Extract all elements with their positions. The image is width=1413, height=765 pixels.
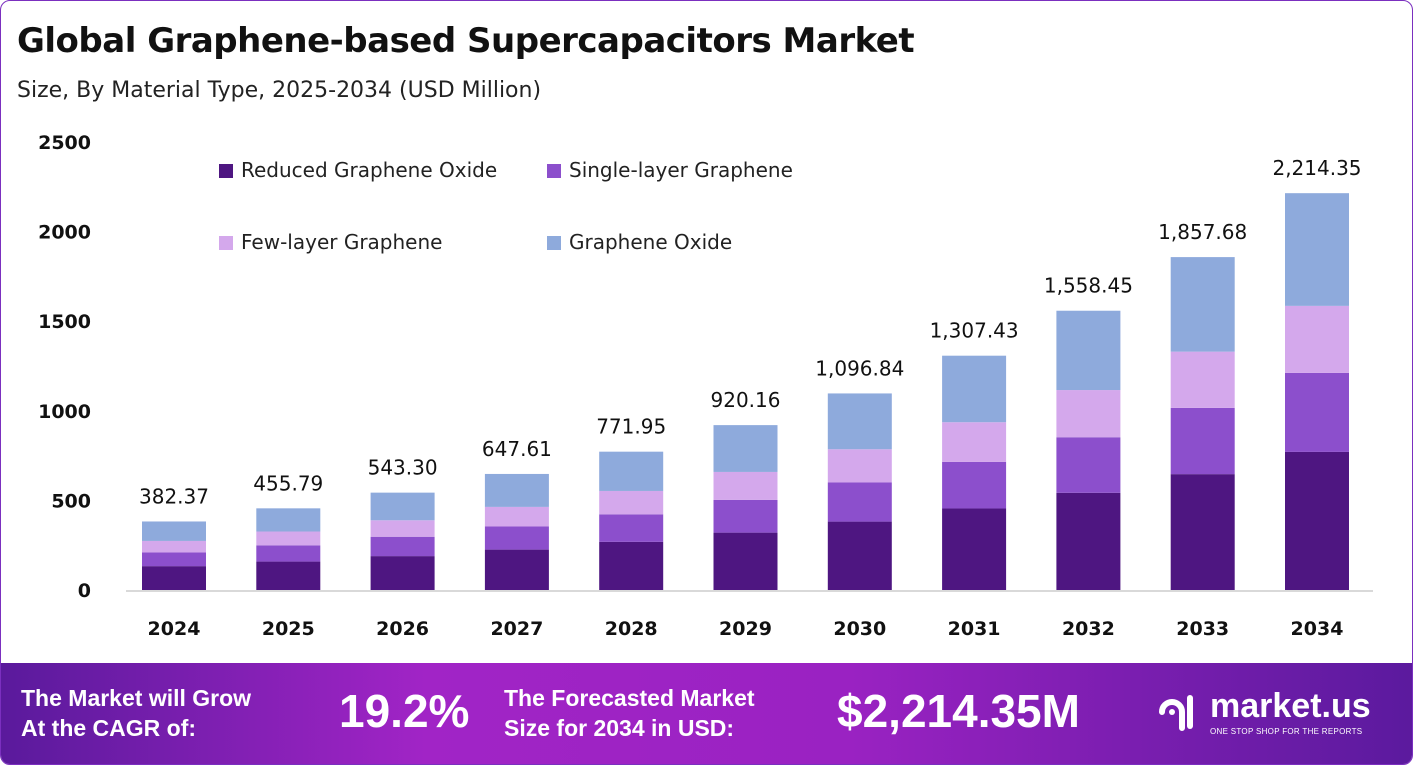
bar-segment-reduced-graphene-oxide-2032 — [1056, 492, 1121, 590]
chart-title: Global Graphene-based Supercapacitors Ma… — [17, 21, 915, 61]
forecast-label: The Forecasted Market Size for 2034 in U… — [504, 685, 755, 741]
bar-segment-graphene-oxide-2027 — [484, 473, 549, 507]
market-us-logo: market.us ONE STOP SHOP FOR THE REPORTS — [1156, 687, 1371, 737]
bar-segment-reduced-graphene-oxide-2026 — [370, 556, 435, 590]
bar-segment-reduced-graphene-oxide-2033 — [1170, 474, 1235, 590]
bar-segment-single-layer-graphene-2033 — [1170, 407, 1235, 475]
bar-segment-graphene-oxide-2032 — [1056, 310, 1121, 391]
logo-name: market.us — [1210, 687, 1371, 725]
total-data-label: 455.79 — [253, 471, 323, 495]
bar-segment-single-layer-graphene-2032 — [1056, 437, 1121, 493]
bar-segment-few-layer-graphene-2032 — [1056, 390, 1121, 438]
bar-segment-few-layer-graphene-2025 — [256, 531, 321, 546]
x-tick-label: 2027 — [490, 618, 543, 640]
x-tick-label: 2032 — [1062, 618, 1115, 640]
bar-segment-reduced-graphene-oxide-2025 — [256, 561, 321, 590]
bar-segment-few-layer-graphene-2034 — [1285, 305, 1349, 373]
bar-segment-single-layer-graphene-2025 — [256, 545, 321, 562]
bar-segment-graphene-oxide-2024 — [142, 521, 206, 541]
bar-segment-reduced-graphene-oxide-2030 — [827, 521, 892, 590]
bar-segment-few-layer-graphene-2026 — [370, 520, 435, 537]
x-tick-label: 2029 — [719, 618, 772, 640]
bar-segment-few-layer-graphene-2029 — [713, 471, 778, 500]
legend-swatch — [219, 164, 233, 178]
bar-segment-reduced-graphene-oxide-2024 — [142, 566, 206, 590]
chart-subtitle: Size, By Material Type, 2025-2034 (USD M… — [17, 78, 542, 103]
x-tick-label: 2026 — [376, 618, 429, 640]
x-tick-label: 2031 — [948, 618, 1001, 640]
legend-swatch — [547, 236, 561, 250]
bar-segment-reduced-graphene-oxide-2029 — [713, 532, 778, 590]
bar-segment-single-layer-graphene-2029 — [713, 499, 778, 533]
legend-swatch — [219, 236, 233, 250]
total-data-label: 543.30 — [368, 456, 438, 480]
y-tick-label: 500 — [51, 490, 91, 512]
total-data-label: 1,307.43 — [930, 319, 1019, 343]
x-tick-label: 2033 — [1176, 618, 1229, 640]
legend-label: Reduced Graphene Oxide — [241, 158, 497, 182]
x-tick-label: 2030 — [833, 618, 886, 640]
legend-swatch — [547, 164, 561, 178]
stacked-bar-chart: 0 500 1000 1500 2000 2500 382.37 2024 455.79 2025… — [38, 132, 1373, 640]
y-tick-label: 2500 — [38, 132, 91, 154]
x-tick-label: 2034 — [1291, 618, 1344, 640]
bar-segment-few-layer-graphene-2030 — [827, 449, 892, 483]
bar-segment-reduced-graphene-oxide-2034 — [1285, 451, 1349, 590]
footer-banner: The Market will Grow At the CAGR of: 19.… — [1, 663, 1412, 764]
x-tick-label: 2028 — [605, 618, 658, 640]
y-tick-label: 1500 — [38, 311, 91, 333]
y-tick-label: 1000 — [38, 401, 91, 423]
total-data-label: 771.95 — [596, 415, 666, 439]
bar-segment-graphene-oxide-2029 — [713, 425, 778, 472]
total-data-label: 1,096.84 — [815, 356, 904, 380]
bar-segment-few-layer-graphene-2028 — [599, 490, 664, 515]
bar-segment-single-layer-graphene-2024 — [142, 552, 206, 567]
logo-text: market.us ONE STOP SHOP FOR THE REPORTS — [1210, 687, 1371, 737]
bar-segment-graphene-oxide-2030 — [827, 393, 892, 450]
forecast-value: $2,214.35M — [837, 685, 1080, 737]
total-data-label: 2,214.35 — [1272, 156, 1361, 180]
legend-label: Graphene Oxide — [569, 230, 732, 254]
bar-segment-graphene-oxide-2031 — [942, 355, 1007, 423]
bar-segment-graphene-oxide-2033 — [1170, 257, 1235, 352]
bar-segment-reduced-graphene-oxide-2027 — [484, 549, 549, 590]
cagr-value: 19.2% — [339, 685, 470, 737]
bar-segment-single-layer-graphene-2030 — [827, 482, 892, 522]
bar-segment-graphene-oxide-2026 — [370, 492, 435, 521]
bar-segment-single-layer-graphene-2026 — [370, 536, 435, 557]
bar-segment-single-layer-graphene-2027 — [484, 526, 549, 550]
bar-segment-single-layer-graphene-2028 — [599, 514, 664, 542]
logo-icon — [1159, 695, 1193, 731]
bar-segment-reduced-graphene-oxide-2031 — [942, 508, 1007, 590]
total-data-label: 1,558.45 — [1044, 274, 1133, 298]
logo-tagline: ONE STOP SHOP FOR THE REPORTS — [1210, 727, 1363, 736]
bar-segment-single-layer-graphene-2031 — [942, 461, 1007, 509]
total-data-label: 920.16 — [711, 388, 781, 412]
y-tick-label: 2000 — [38, 222, 91, 244]
bar-segment-graphene-oxide-2034 — [1285, 193, 1349, 306]
bar-segment-few-layer-graphene-2033 — [1170, 351, 1235, 408]
bar-segment-single-layer-graphene-2034 — [1285, 372, 1349, 452]
legend-label: Few-layer Graphene — [241, 230, 442, 254]
cagr-label: The Market will Grow At the CAGR of: — [21, 685, 252, 741]
x-tick-label: 2025 — [262, 618, 315, 640]
y-tick-label: 0 — [78, 580, 91, 602]
bar-segment-graphene-oxide-2028 — [599, 451, 664, 491]
legend-label: Single-layer Graphene — [569, 158, 793, 182]
total-data-label: 1,857.68 — [1158, 220, 1247, 244]
total-data-label: 382.37 — [139, 484, 209, 508]
total-data-label: 647.61 — [482, 437, 552, 461]
bar-segment-reduced-graphene-oxide-2028 — [599, 541, 664, 590]
bar-segment-few-layer-graphene-2031 — [942, 422, 1007, 462]
bar-segment-few-layer-graphene-2027 — [484, 506, 549, 527]
bar-segment-graphene-oxide-2025 — [256, 508, 321, 532]
x-tick-label: 2024 — [148, 618, 201, 640]
bar-segment-few-layer-graphene-2024 — [142, 540, 206, 553]
